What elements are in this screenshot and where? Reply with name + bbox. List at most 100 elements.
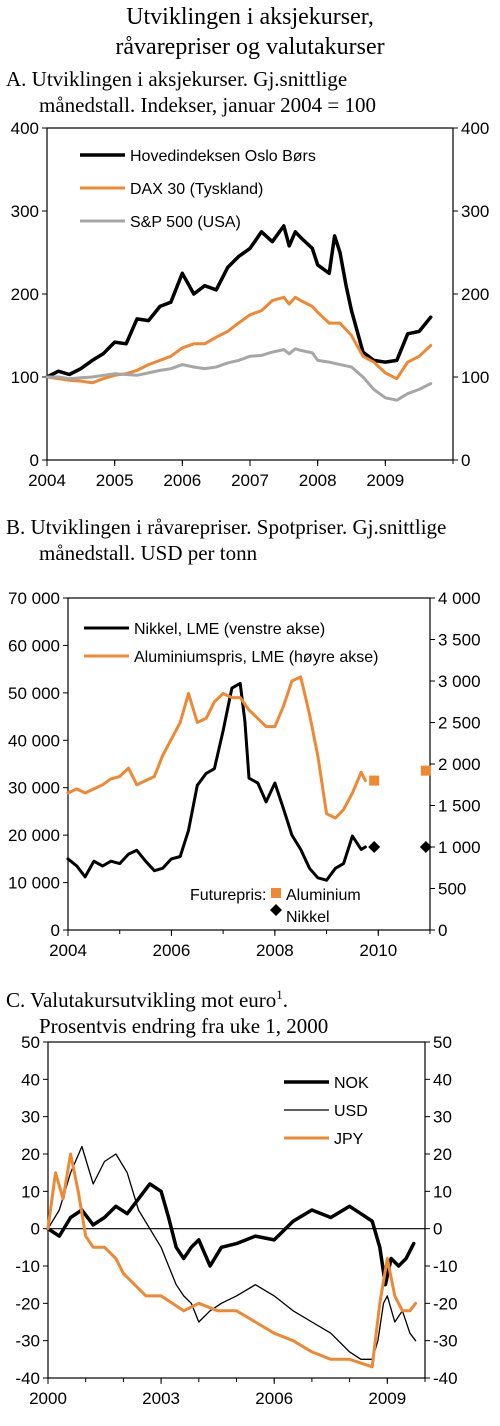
x-tick-label: 2008 — [256, 941, 294, 960]
y-left-tick-label: -20 — [15, 1294, 40, 1313]
legend-label: Aluminiumspris, LME (høyre akse) — [134, 649, 379, 666]
y-right-tick-label: 1 000 — [438, 838, 481, 857]
y-right-tick-label: 3 000 — [438, 672, 481, 691]
chart-a-title-line1: A. Utviklingen i aksjekurser. Gj.snittli… — [6, 67, 348, 91]
y-right-tick-label: 300 — [461, 202, 489, 221]
legend-label: Nikkel, LME (venstre akse) — [134, 621, 325, 638]
y-right-tick-label: 100 — [461, 368, 489, 387]
y-right-tick-label: 1 500 — [438, 797, 481, 816]
y-right-tick-label: -10 — [433, 1257, 458, 1276]
y-right-tick-label: 500 — [438, 880, 466, 899]
x-tick-label: 2004 — [49, 941, 87, 960]
chart-b: 2004 2006 2008 2010 0 10 000 20 000 30 000 40 00… — [8, 589, 481, 960]
futures-legend-aluminium: Aluminium — [286, 887, 361, 904]
y-right-tick-label: 40 — [433, 1070, 452, 1089]
y-left-tick-label: 200 — [11, 285, 39, 304]
y-left-tick-label: 0 — [31, 1220, 40, 1239]
x-tick-label: 2006 — [255, 1389, 293, 1408]
future-marker-nikkel — [368, 841, 381, 853]
x-tick-label: 2006 — [163, 471, 201, 490]
legend-label: USD — [334, 1103, 368, 1120]
series-line-s-p-500-usa- — [45, 347, 433, 402]
legend-label: JPY — [334, 1131, 364, 1148]
futures-legend-diamond — [270, 904, 282, 916]
chart-b-title-line2: månedstall. USD per tonn — [39, 541, 258, 565]
legend-label: NOK — [334, 1075, 369, 1092]
futures-label: Futurepris: — [190, 887, 266, 904]
y-left-tick-label: 300 — [11, 202, 39, 221]
chart-a: 2004 2005 2006 2007 2008 2009 0 100 200 300 400 0 10… — [11, 119, 490, 490]
chart-b-title-line1: B. Utviklingen i råvarepriser. Spotprise… — [6, 515, 447, 539]
page-title-line1: Utviklingen i aksjekurser, — [126, 4, 374, 30]
y-left-tick-label: 0 — [51, 921, 60, 940]
future-marker-nikkel — [419, 841, 432, 853]
futures-legend-nikkel: Nikkel — [286, 909, 330, 926]
x-tick-label: 2009 — [366, 471, 404, 490]
y-left-tick-label: 30 — [21, 1108, 40, 1127]
y-left-tick-label: 30 000 — [8, 779, 60, 798]
x-tick-label: 2004 — [28, 471, 66, 490]
y-left-tick-label: -10 — [15, 1257, 40, 1276]
y-left-tick-label: 50 — [21, 1033, 40, 1052]
series-line-usd — [47, 1145, 417, 1360]
y-left-tick-label: 100 — [11, 368, 39, 387]
y-right-tick-label: -30 — [433, 1332, 458, 1351]
series-line-hovedindeksen-oslo-b-rs — [45, 224, 433, 379]
futures-legend-square — [271, 888, 281, 898]
chart-a-title-line2: månedstall. Indekser, januar 2004 = 100 — [39, 93, 376, 117]
chart-c-title-line2: Prosentvis endring fra uke 1, 2000 — [39, 1014, 329, 1038]
y-left-tick-label: -40 — [15, 1369, 40, 1388]
y-right-tick-label: 2 000 — [438, 755, 481, 774]
legend-label: Hovedindeksen Oslo Børs — [130, 148, 316, 165]
y-left-tick-label: 10 — [21, 1182, 40, 1201]
plot-frame — [46, 127, 454, 461]
y-right-tick-label: 10 — [433, 1182, 452, 1201]
chart-a-title: A. Utviklingen i aksjekurser. Gj.snittli… — [6, 66, 376, 118]
series-line-nok — [46, 1182, 416, 1287]
y-right-tick-label: 2 500 — [438, 714, 481, 733]
y-right-tick-label: 50 — [433, 1033, 452, 1052]
y-left-tick-label: 10 000 — [8, 874, 60, 893]
y-left-tick-label: 50 000 — [8, 684, 60, 703]
x-tick-label: 2007 — [231, 471, 269, 490]
chart-c-title-line1-end: . — [282, 988, 289, 1012]
x-tick-label: 2006 — [153, 941, 191, 960]
y-left-tick-label: 60 000 — [8, 636, 60, 655]
series-line-dax-30-tyskland- — [45, 295, 433, 385]
y-left-tick-label: 40 — [21, 1070, 40, 1089]
x-tick-label: 2000 — [29, 1389, 67, 1408]
y-right-tick-label: 4 000 — [438, 589, 481, 608]
y-left-tick-label: 40 000 — [8, 731, 60, 750]
legend-label: S&P 500 (USA) — [130, 214, 241, 231]
chart-b-title: B. Utviklingen i råvarepriser. Spotprise… — [6, 514, 446, 566]
y-right-tick-label: 30 — [433, 1108, 452, 1127]
chart-c: 2000 2003 2006 2009 -40 -30 -20 -10 0 10 20 30 40 50 -… — [15, 1033, 457, 1408]
y-right-tick-label: 0 — [433, 1220, 442, 1239]
future-marker-aluminium — [369, 775, 380, 786]
y-right-tick-label: 20 — [433, 1145, 452, 1164]
legend-label: DAX 30 (Tyskland) — [130, 181, 263, 198]
y-right-tick-label: 400 — [461, 119, 489, 138]
x-tick-label: 2010 — [359, 941, 397, 960]
y-left-tick-label: 70 000 — [8, 589, 60, 608]
future-marker-aluminium — [420, 765, 431, 776]
y-right-tick-label: -40 — [433, 1369, 458, 1388]
y-right-tick-label: 0 — [461, 451, 470, 470]
y-left-tick-label: -30 — [15, 1332, 40, 1351]
page-title: Utviklingen i aksjekurser, råvarepriser … — [0, 2, 500, 62]
page-title-line2: råvarepriser og valutakurser — [115, 34, 385, 60]
y-right-tick-label: 0 — [438, 921, 447, 940]
y-right-tick-label: -20 — [433, 1294, 458, 1313]
y-left-tick-label: 20 000 — [8, 826, 60, 845]
y-left-tick-label: 400 — [11, 119, 39, 138]
x-tick-label: 2009 — [368, 1389, 406, 1408]
x-tick-label: 2003 — [142, 1389, 180, 1408]
y-left-tick-label: 0 — [30, 451, 39, 470]
chart-c-title: C. Valutakursutvikling mot euro1. Prosen… — [6, 982, 328, 1039]
series-line-jpy — [46, 1152, 418, 1369]
chart-c-title-footnote: 1 — [276, 987, 283, 1002]
y-left-tick-label: 20 — [21, 1145, 40, 1164]
series-line-nikkel-lme-venstre-akse- — [66, 681, 367, 882]
x-tick-label: 2008 — [299, 471, 337, 490]
